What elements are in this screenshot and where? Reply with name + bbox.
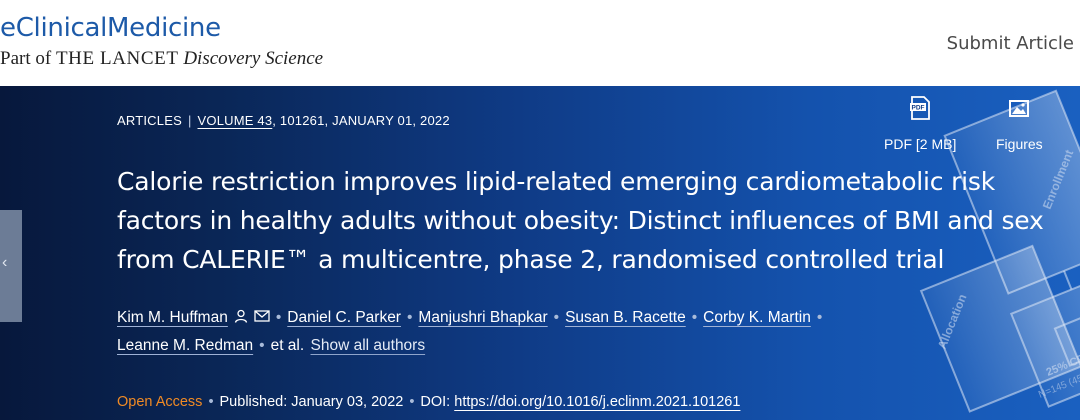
meta-separator: | — [187, 113, 192, 128]
pub-separator: • — [409, 394, 415, 410]
pdf-download-button[interactable]: PDF PDF [2 MB] — [884, 96, 956, 152]
publication-info: Open Access • Published: January 03, 2022 •… — [117, 394, 740, 410]
author-link[interactable]: Manjushri Bhapkar — [418, 309, 548, 326]
published-label: Published: — [219, 394, 288, 410]
author-list: Kim M. Huffman • Daniel C. Parker • Manjushr… — [117, 304, 937, 360]
doi-link[interactable]: https://doi.org/10.1016/j.eclinm.2021.10… — [454, 394, 741, 410]
article-type: ARTICLES — [117, 113, 182, 128]
author-separator: • — [259, 337, 265, 354]
issue-details: , 101261, JANUARY 01, 2022 — [272, 113, 450, 128]
author-separator: • — [275, 309, 282, 326]
show-all-authors-link[interactable]: Show all authors — [310, 337, 426, 354]
submit-article-link[interactable]: Submit Article — [946, 33, 1074, 54]
volume-link[interactable]: VOLUME 43 — [197, 113, 273, 128]
author-link[interactable]: Susan B. Racette — [565, 309, 686, 326]
article-banner: Enrollment Allocation 25% CR N=145 (45M … — [0, 86, 1080, 420]
author-separator: • — [691, 309, 698, 326]
pdf-icon-text: PDF — [912, 105, 925, 112]
doi-label: DOI: — [420, 394, 451, 410]
et-al-text: et al. — [270, 337, 305, 354]
person-icon[interactable] — [234, 309, 248, 323]
author-separator: • — [553, 309, 560, 326]
article-meta: ARTICLES | VOLUME 43, 101261, JANUARY 01, … — [117, 113, 450, 128]
affiliation-prefix: Part of — [0, 48, 52, 69]
article-title: Calorie restriction improves lipid-relat… — [117, 167, 1044, 274]
journal-name[interactable]: eClinicalMedicine — [0, 13, 221, 43]
author-link[interactable]: Leanne M. Redman — [117, 337, 254, 354]
affiliation-suffix: Discovery Science — [183, 48, 324, 69]
author-link[interactable]: Kim M. Huffman — [117, 309, 228, 326]
journal-affiliation: Part of THE LANCET Discovery Science — [0, 48, 323, 70]
image-icon — [1009, 100, 1030, 117]
open-access-badge: Open Access — [117, 394, 203, 410]
sidebar-toggle-tab[interactable]: ‹ — [0, 210, 22, 322]
pdf-label: PDF [2 MB] — [884, 136, 957, 152]
chevron-left-icon: ‹ — [2, 254, 8, 271]
author-separator: • — [406, 309, 413, 326]
affiliation-brand: THE LANCET — [55, 48, 179, 69]
pub-separator: • — [208, 394, 214, 410]
figures-label: Figures — [996, 136, 1043, 152]
background-flowchart-graphic: Enrollment Allocation 25% CR N=145 (45M — [919, 89, 1080, 413]
journal-logo[interactable]: eClinicalMedicine Part of THE LANCET Dis… — [0, 12, 323, 70]
site-header: eClinicalMedicine Part of THE LANCET Dis… — [0, 0, 1080, 86]
pdf-file-icon: PDF — [910, 96, 931, 120]
author-link[interactable]: Corby K. Martin — [703, 309, 811, 326]
author-separator: • — [816, 309, 823, 326]
author-link[interactable]: Daniel C. Parker — [287, 309, 401, 326]
envelope-icon[interactable] — [254, 309, 270, 323]
figures-button[interactable]: Figures — [996, 96, 1043, 152]
published-date: January 03, 2022 — [291, 394, 404, 410]
